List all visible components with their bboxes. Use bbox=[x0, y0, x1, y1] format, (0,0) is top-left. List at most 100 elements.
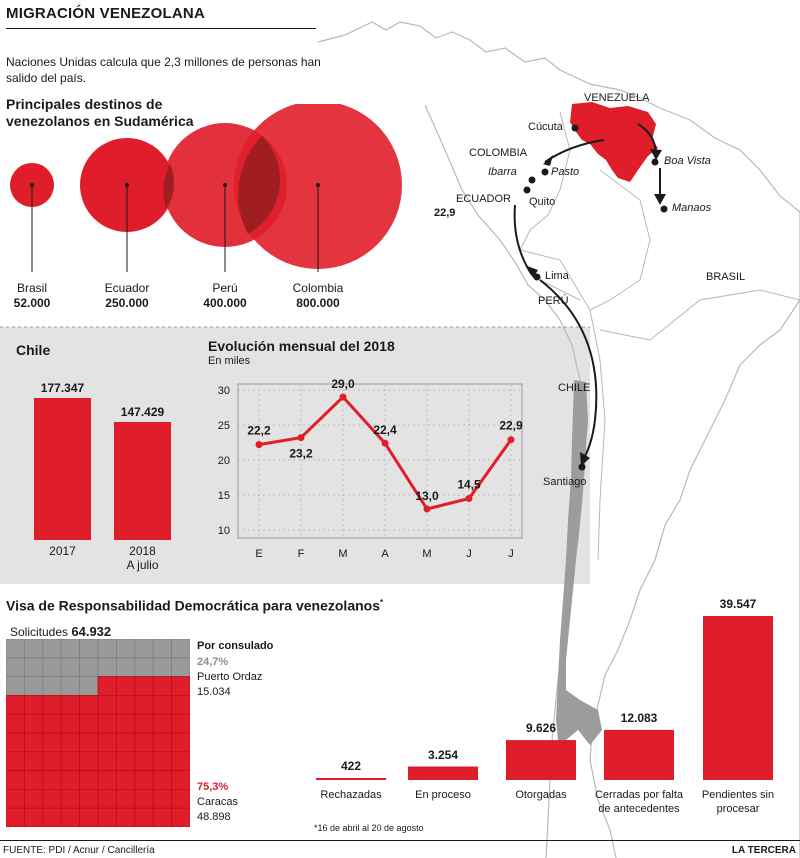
waffle-cell bbox=[116, 788, 136, 809]
puerto-ordaz-percent: 24,7% bbox=[197, 656, 229, 668]
line-chart-ylabel: En miles bbox=[208, 355, 251, 367]
waffle-cell bbox=[23, 695, 44, 715]
visa-bar bbox=[316, 778, 386, 780]
data-point bbox=[423, 505, 431, 513]
visa-bar-category: Rechazadas bbox=[320, 789, 382, 801]
line-chart-title: Evolución mensual del 2018 bbox=[208, 338, 395, 354]
line-chart-frame bbox=[237, 383, 523, 539]
bubble-value-brasil: 52.000 bbox=[13, 296, 51, 310]
caracas-percent: 75,3% bbox=[197, 781, 229, 793]
waffle-cell bbox=[42, 713, 62, 734]
x-tick-label: E bbox=[255, 548, 262, 560]
waffle-cell bbox=[134, 770, 154, 790]
map-label-peru: PERÚ bbox=[538, 295, 569, 307]
waffle-cell bbox=[6, 788, 25, 809]
caracas-name: Caracas bbox=[197, 796, 238, 808]
waffle-cell bbox=[42, 788, 62, 809]
map-label-venezuela: VENEZUELA bbox=[584, 92, 650, 104]
waffle-cell bbox=[60, 657, 81, 677]
waffle-cell bbox=[171, 732, 190, 753]
chile-heading: Chile bbox=[16, 342, 51, 358]
chile-bar-value-label: 147.429 bbox=[121, 405, 165, 419]
waffle-cell bbox=[97, 732, 117, 753]
waffle-cell bbox=[60, 713, 81, 734]
waffle-cell bbox=[116, 657, 136, 677]
waffle-cell bbox=[6, 657, 25, 677]
waffle-cell bbox=[79, 676, 99, 696]
y-tick-label: 20 bbox=[218, 455, 230, 467]
waffle-cell bbox=[23, 639, 44, 659]
monthly-line-chart: 30 25 20 15 10 E F M A M J J 22,2 23,2 29,0 22,4 13,0 14,… bbox=[218, 377, 523, 560]
chile-bar-2017 bbox=[34, 398, 91, 540]
waffle-cell bbox=[79, 732, 99, 753]
waffle-cell bbox=[152, 639, 172, 659]
data-point bbox=[255, 441, 263, 449]
data-label: 23,2 bbox=[289, 447, 313, 461]
bubble-value-ecuador: 250.000 bbox=[105, 296, 149, 310]
waffle-cell bbox=[134, 713, 154, 734]
chile-shape bbox=[556, 380, 602, 760]
data-point bbox=[507, 436, 515, 444]
bubble-label-brasil: Brasil bbox=[16, 281, 47, 295]
waffle-legend-title: Por consulado bbox=[197, 640, 274, 652]
chile-bar-category-label: 2018 bbox=[129, 544, 156, 558]
waffle-cell bbox=[152, 713, 172, 734]
bubble-label-colombia: Colombia bbox=[292, 281, 344, 295]
waffle-cell bbox=[42, 657, 62, 677]
waffle-cell bbox=[116, 639, 136, 659]
waffle-cell bbox=[134, 695, 154, 715]
waffle-cell bbox=[152, 770, 172, 790]
waffle-cell bbox=[97, 639, 117, 659]
waffle-cell bbox=[152, 751, 172, 772]
data-label: 22,2 bbox=[247, 424, 271, 438]
waffle-cell bbox=[97, 695, 117, 715]
bubble-value-peru: 400.000 bbox=[203, 296, 247, 310]
waffle-cell bbox=[42, 676, 62, 696]
waffle-cell bbox=[171, 713, 190, 734]
data-label: 14,5 bbox=[457, 478, 481, 492]
waffle-cell bbox=[97, 676, 117, 696]
visa-bar-value: 422 bbox=[340, 759, 362, 773]
waffle-cell bbox=[23, 751, 44, 772]
visa-bar-value: 3.254 bbox=[427, 747, 459, 762]
data-label: 13,0 bbox=[415, 489, 439, 503]
waffle-cell bbox=[42, 639, 62, 659]
waffle-cell bbox=[171, 657, 190, 677]
visa-bar-category: Pendientes sin procesar bbox=[701, 789, 775, 815]
waffle-cell bbox=[171, 751, 190, 772]
waffle-cell bbox=[23, 732, 44, 753]
data-point bbox=[381, 439, 389, 447]
page-title: MIGRACIÓN VENEZOLANA bbox=[6, 5, 205, 22]
footer-source: FUENTE: PDI / Acnur / Cancillería bbox=[3, 845, 155, 856]
visa-bar bbox=[506, 740, 576, 780]
waffle-cell bbox=[23, 807, 44, 827]
waffle-cell bbox=[42, 695, 62, 715]
visa-bar-value: 12.083 bbox=[620, 710, 658, 725]
bubble-value-colombia: 800.000 bbox=[296, 296, 340, 310]
waffle-cell bbox=[116, 676, 136, 696]
waffle-cell bbox=[60, 676, 81, 696]
visa-bar bbox=[703, 616, 773, 780]
waffle-cell bbox=[6, 807, 25, 827]
visa-bar-category: En proceso bbox=[415, 789, 471, 801]
visa-bar-value: 39.547 bbox=[719, 597, 757, 611]
visa-title-note: * bbox=[380, 598, 384, 607]
waffle-cell bbox=[134, 788, 154, 809]
waffle-cell bbox=[60, 788, 81, 809]
waffle-cell bbox=[23, 713, 44, 734]
land-outline bbox=[317, 21, 800, 858]
waffle-cell bbox=[6, 676, 25, 696]
map-label-ecuador-value: 22,9 bbox=[434, 207, 456, 219]
visa-heading: Visa de Responsabilidad Democrática para… bbox=[6, 594, 383, 615]
footer-brand: LA TERCERA bbox=[731, 845, 796, 856]
waffle-cell bbox=[79, 788, 99, 809]
waffle-cell bbox=[60, 770, 81, 790]
visa-note: *16 de abril al 20 de agosto bbox=[314, 823, 424, 833]
waffle-cell bbox=[60, 732, 81, 753]
waffle-chart bbox=[6, 639, 190, 827]
subtitle: Naciones Unidas calcula que 2,3 millones… bbox=[6, 55, 321, 85]
map-label-manaos: Manaos bbox=[672, 202, 712, 214]
chile-panel-background bbox=[0, 327, 590, 584]
waffle-cell bbox=[79, 751, 99, 772]
